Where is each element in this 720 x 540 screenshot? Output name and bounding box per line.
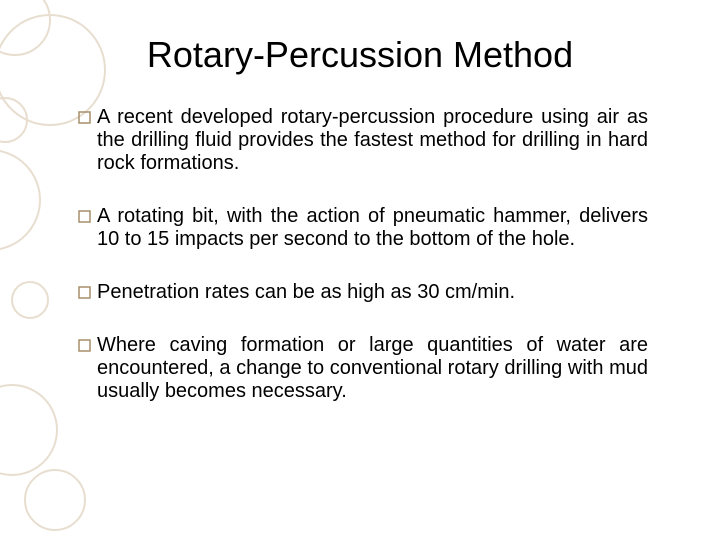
bullet-text: A rotating bit, with the action of pneum… — [97, 205, 648, 251]
bullet-text: A recent developed rotary-percussion pro… — [97, 106, 648, 175]
bullet-item: A rotating bit, with the action of pneum… — [78, 205, 648, 251]
square-bullet-icon — [78, 210, 91, 223]
slide-content: A recent developed rotary-percussion pro… — [78, 106, 648, 433]
bullet-item: Where caving formation or large quantiti… — [78, 334, 648, 403]
square-bullet-icon — [78, 111, 91, 124]
square-bullet-icon — [78, 339, 91, 352]
bullet-item: A recent developed rotary-percussion pro… — [78, 106, 648, 175]
slide: Rotary-Percussion Method A recent develo… — [0, 0, 720, 540]
bullet-text: Where caving formation or large quantiti… — [97, 334, 648, 403]
slide-title: Rotary-Percussion Method — [0, 34, 720, 76]
bullet-text: Penetration rates can be as high as 30 c… — [97, 281, 648, 304]
square-bullet-icon — [78, 286, 91, 299]
bullet-item: Penetration rates can be as high as 30 c… — [78, 281, 648, 304]
